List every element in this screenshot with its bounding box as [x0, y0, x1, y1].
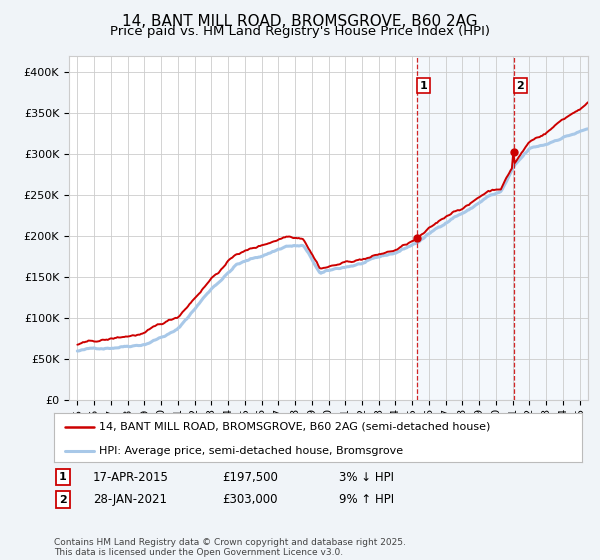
Text: 1: 1	[419, 81, 427, 91]
Text: 28-JAN-2021: 28-JAN-2021	[93, 493, 167, 506]
Text: 17-APR-2015: 17-APR-2015	[93, 470, 169, 484]
Text: 9% ↑ HPI: 9% ↑ HPI	[339, 493, 394, 506]
Text: HPI: Average price, semi-detached house, Bromsgrove: HPI: Average price, semi-detached house,…	[99, 446, 403, 456]
Text: 14, BANT MILL ROAD, BROMSGROVE, B60 2AG (semi-detached house): 14, BANT MILL ROAD, BROMSGROVE, B60 2AG …	[99, 422, 490, 432]
Bar	[417, 56, 588, 400]
Text: 3% ↓ HPI: 3% ↓ HPI	[339, 470, 394, 484]
Text: 2: 2	[517, 81, 524, 91]
Text: £303,000: £303,000	[222, 493, 277, 506]
Text: 14, BANT MILL ROAD, BROMSGROVE, B60 2AG: 14, BANT MILL ROAD, BROMSGROVE, B60 2AG	[122, 14, 478, 29]
Text: Price paid vs. HM Land Registry's House Price Index (HPI): Price paid vs. HM Land Registry's House …	[110, 25, 490, 38]
Text: 2: 2	[59, 494, 67, 505]
Text: £197,500: £197,500	[222, 470, 278, 484]
Text: Contains HM Land Registry data © Crown copyright and database right 2025.
This d: Contains HM Land Registry data © Crown c…	[54, 538, 406, 557]
Text: 1: 1	[59, 472, 67, 482]
